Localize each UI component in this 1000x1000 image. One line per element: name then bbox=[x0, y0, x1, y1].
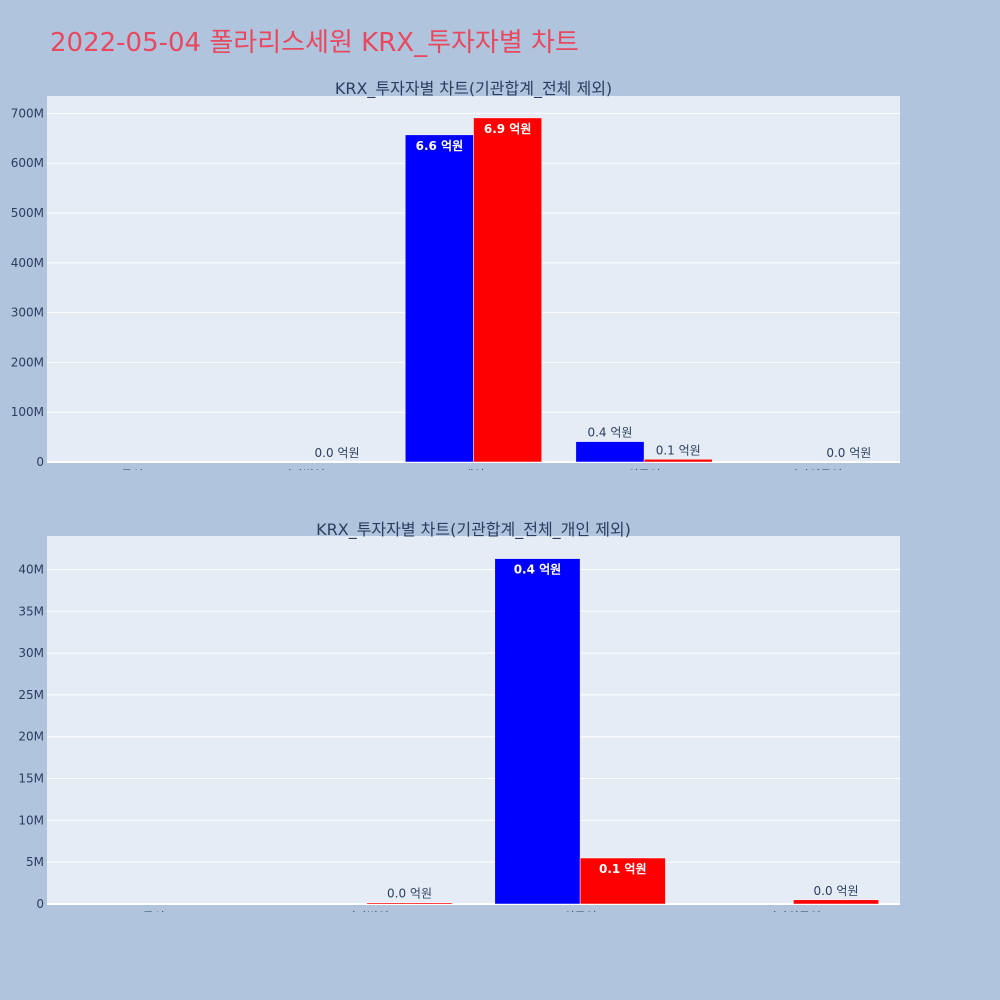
bar bbox=[793, 899, 879, 905]
y-tick-label: 20M bbox=[18, 730, 44, 744]
y-tick-label: 700M bbox=[11, 106, 44, 120]
bar-data-label: 0.0 억원 bbox=[826, 446, 871, 460]
bar bbox=[405, 134, 474, 463]
bar-data-label: 6.9 억원 bbox=[484, 122, 532, 136]
y-tick-label: 0 bbox=[36, 897, 44, 911]
y-tick-label: 200M bbox=[11, 355, 44, 369]
x-tick-label: 외국인 bbox=[564, 910, 597, 912]
chart-krx-excl-institution: KRX_투자자별 차트(기관합계_전체 제외) 0 100M 200M 300M 400M… bbox=[11, 79, 900, 470]
y-tick-label: 5M bbox=[26, 855, 44, 869]
bar-data-label: 0.1 억원 bbox=[599, 862, 647, 876]
y-tick-label: 35M bbox=[18, 604, 44, 618]
page-title: 2022-05-04 폴라리스세원 KRX_투자자별 차트 bbox=[50, 28, 579, 58]
y-tick-label: 0 bbox=[36, 455, 44, 469]
y-tick-label: 40M bbox=[18, 562, 44, 576]
x-tick-label: 투신 bbox=[121, 468, 143, 470]
y-tick-label: 25M bbox=[18, 688, 44, 702]
bar bbox=[643, 459, 713, 463]
bar bbox=[579, 857, 666, 905]
y-tick-label: 30M bbox=[18, 646, 44, 660]
bar bbox=[366, 902, 453, 905]
bar-data-label: 0.0 억원 bbox=[387, 887, 432, 901]
x-tick-label: 기타외국인 bbox=[766, 910, 821, 912]
y-tick-label: 400M bbox=[11, 256, 44, 270]
y-tick-label: 10M bbox=[18, 813, 44, 827]
bar-data-label: 0.1 억원 bbox=[656, 443, 701, 457]
bar bbox=[473, 117, 542, 463]
x-tick-label: 개인 bbox=[462, 468, 484, 470]
y-tick-label: 300M bbox=[11, 306, 44, 320]
x-tick-label: 투신 bbox=[143, 910, 165, 912]
bar-data-label: 0.4 억원 bbox=[514, 563, 562, 577]
x-tick-label: 기타외국인 bbox=[787, 468, 842, 470]
chart-krx-excl-institution-individual: KRX_투자자별 차트(기관합계_전체_개인 제외) 0 5M 10M 15M 20M 25… bbox=[18, 520, 900, 912]
bar-data-label: 0.0 억원 bbox=[315, 446, 360, 460]
x-tick-label: 기타법인 bbox=[281, 468, 325, 470]
x-tick-label: 외국인 bbox=[628, 468, 661, 470]
y-tick-label: 100M bbox=[11, 405, 44, 419]
bar-data-label: 0.4 억원 bbox=[587, 426, 632, 440]
chart-title: KRX_투자자별 차트(기관합계_전체_개인 제외) bbox=[316, 520, 631, 540]
y-tick-label: 500M bbox=[11, 206, 44, 220]
plot-area bbox=[47, 536, 900, 904]
x-tick-label: 기타법인 bbox=[345, 910, 389, 912]
bar bbox=[575, 441, 645, 463]
bar-data-label: 6.6 억원 bbox=[416, 139, 464, 153]
bar-data-label: 0.0 억원 bbox=[814, 884, 859, 898]
y-tick-label: 15M bbox=[18, 772, 44, 786]
chart-title: KRX_투자자별 차트(기관합계_전체 제외) bbox=[335, 79, 612, 99]
bar bbox=[494, 558, 581, 905]
y-tick-label: 600M bbox=[11, 156, 44, 170]
